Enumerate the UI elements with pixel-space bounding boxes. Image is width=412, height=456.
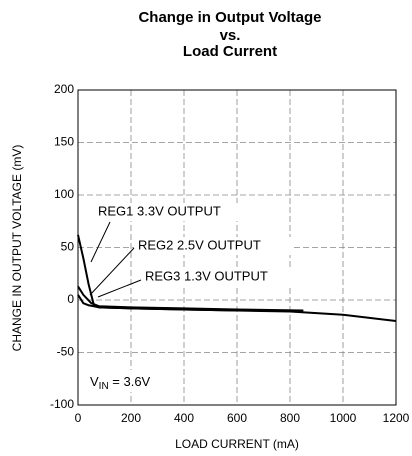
chart-title: vs. [220, 27, 241, 44]
y-tick-label: 100 [54, 187, 74, 201]
y-tick-label: 0 [67, 292, 74, 306]
y-tick-label: 200 [54, 82, 74, 96]
x-tick-label: 0 [75, 411, 82, 425]
annotation: VIN = 3.6V [90, 374, 151, 391]
y-tick-label: -50 [57, 345, 75, 359]
plot-frame [77, 89, 397, 406]
y-tick-label: -100 [50, 397, 74, 411]
series-line [77, 285, 304, 312]
annotation-main: V [90, 374, 99, 389]
arrow [90, 221, 111, 263]
plot-area: -100 -50 0 50 100 150 200 0 200 400 600 800 1000 1200 [50, 82, 410, 425]
x-tick-label: 800 [280, 411, 300, 425]
label-bg [94, 203, 254, 221]
arrow [97, 279, 142, 298]
annotation-rest: = 3.6V [109, 374, 151, 389]
chart-title: Load Current [183, 43, 277, 60]
y-axis-label: CHANGE IN OUTPUT VOLTAGE (mV) [10, 145, 24, 352]
series-line [77, 294, 304, 312]
label-bg [134, 237, 294, 255]
arrow [89, 247, 135, 296]
series-label: REG3 1.3V OUTPUT [145, 268, 268, 283]
x-tick-label: 1200 [383, 411, 410, 425]
x-axis-label: LOAD CURRENT (mA) [175, 437, 299, 451]
x-tick-label: 200 [121, 411, 141, 425]
series-label: REG2 2.5V OUTPUT [138, 237, 261, 252]
x-tick-label: 400 [174, 411, 194, 425]
annotations: REG1 3.3V OUTPUT REG2 2.5V OUTPUT REG3 1… [84, 203, 302, 392]
y-tick-label: 50 [61, 240, 75, 254]
chart-title: Change in Output Voltage [138, 9, 321, 26]
x-tick-label: 1000 [330, 411, 357, 425]
label-bg [84, 370, 174, 392]
label-bg [142, 268, 302, 286]
y-tick-label: 150 [54, 135, 74, 149]
series-label: REG1 3.3V OUTPUT [98, 203, 221, 218]
x-tick-label: 600 [227, 411, 247, 425]
annotation-sub: IN [99, 381, 109, 392]
